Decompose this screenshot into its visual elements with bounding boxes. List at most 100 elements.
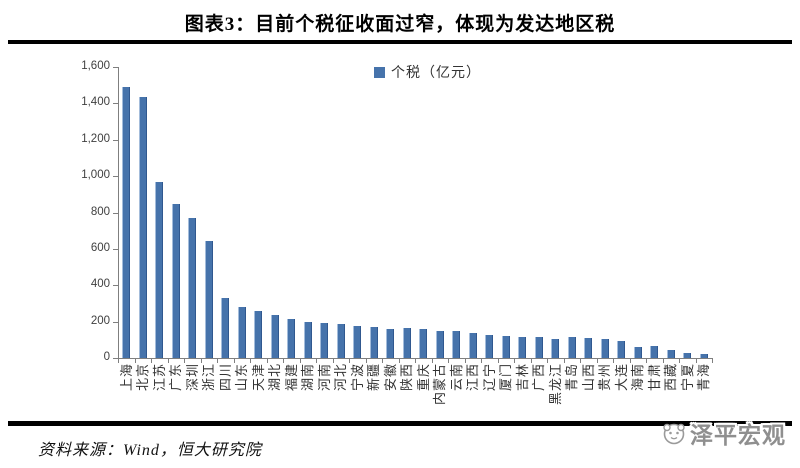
x-axis-label: 山西 — [580, 363, 596, 392]
y-tick — [113, 139, 118, 141]
x-tick — [382, 359, 383, 363]
x-axis-label: 西藏 — [663, 363, 679, 392]
x-tick — [530, 359, 532, 363]
x-tick — [547, 359, 548, 363]
y-tick — [113, 103, 118, 105]
bar — [221, 297, 230, 358]
x-axis-label: 上海 — [118, 363, 134, 392]
x-tick — [233, 359, 235, 363]
y-tick — [113, 67, 118, 68]
bar — [188, 217, 197, 358]
x-axis-label: 广西 — [531, 363, 547, 392]
x-axis-label: 大连 — [613, 363, 629, 392]
x-tick — [398, 359, 400, 363]
plot-area — [118, 67, 713, 359]
bar — [237, 307, 246, 358]
x-tick — [365, 359, 367, 363]
footer-rule — [8, 421, 792, 426]
x-tick — [514, 359, 515, 363]
x-tick — [167, 359, 169, 363]
x-tick — [151, 359, 152, 363]
y-axis-label: 400 — [90, 278, 110, 291]
watermark: 泽平宏观 — [661, 416, 786, 450]
y-tick — [113, 358, 118, 359]
bar — [666, 349, 675, 358]
bar — [584, 337, 593, 358]
bar — [270, 314, 279, 358]
bar — [369, 326, 378, 358]
y-tick — [113, 248, 118, 250]
x-tick — [283, 359, 284, 363]
x-tick — [695, 359, 697, 363]
x-axis-label: 黑龙江 — [547, 363, 563, 406]
x-axis-label: 江苏 — [151, 363, 167, 392]
bar — [699, 353, 708, 358]
x-axis-label: 安徽 — [382, 363, 398, 392]
x-tick — [580, 359, 581, 363]
bar — [468, 332, 477, 358]
x-axis-label: 天津 — [250, 363, 266, 392]
x-tick — [250, 359, 251, 363]
source-note: 资料来源：Wind，恒大研究院 — [38, 442, 262, 459]
x-axis-label: 湖北 — [267, 363, 283, 392]
bar — [254, 311, 263, 358]
y-axis-label: 0 — [103, 351, 110, 363]
x-tick — [316, 359, 317, 363]
bar — [518, 337, 527, 358]
x-axis-label: 陕西 — [399, 363, 415, 392]
page-title: 图表3：目前个税征收面过窄，体现为发达地区税 — [184, 14, 616, 35]
bar — [336, 323, 345, 358]
bar — [386, 328, 395, 358]
x-axis-label: 云南 — [448, 363, 464, 392]
x-tick — [646, 359, 647, 363]
x-axis-label: 重庆 — [415, 363, 431, 392]
bar — [600, 338, 609, 358]
x-tick — [613, 359, 614, 363]
x-axis-label: 甘肃 — [646, 363, 662, 392]
x-axis-label: 厦门 — [498, 363, 514, 392]
bar — [303, 321, 312, 358]
bar — [567, 337, 576, 358]
x-axis-label: 宁夏 — [679, 363, 695, 392]
x-axis-label: 山东 — [234, 363, 250, 392]
x-axis-label: 福建 — [283, 363, 299, 392]
bar — [650, 345, 659, 358]
x-axis-label: 北京 — [135, 363, 151, 392]
x-tick — [481, 359, 482, 363]
x-axis-label: 海南 — [630, 363, 646, 392]
bar — [534, 336, 543, 358]
x-axis-label: 宁波 — [349, 363, 365, 392]
x-tick — [497, 359, 499, 363]
x-axis-label: 内蒙古 — [432, 363, 448, 406]
x-axis-label: 河南 — [316, 363, 332, 392]
bar — [287, 318, 296, 358]
bar — [419, 328, 428, 358]
watermark-text: 泽平宏观 — [690, 423, 786, 448]
y-axis-label: 600 — [90, 241, 110, 254]
bar — [402, 327, 411, 358]
y-axis-label: 1,000 — [81, 169, 110, 182]
x-tick — [563, 359, 565, 363]
x-tick — [200, 359, 202, 363]
x-tick — [712, 359, 713, 363]
y-axis-label: 800 — [90, 205, 110, 218]
y-tick — [113, 285, 118, 287]
x-tick — [349, 359, 350, 363]
y-axis-label: 1,200 — [81, 132, 110, 145]
x-axis-label: 广东 — [168, 363, 184, 392]
bar — [171, 204, 180, 358]
x-axis-label: 青岛 — [564, 363, 580, 392]
bar — [617, 340, 626, 358]
x-axis-label: 贵州 — [597, 363, 613, 392]
y-axis-label: 200 — [90, 314, 110, 327]
bar — [452, 331, 461, 358]
y-tick — [113, 176, 118, 178]
x-axis-label: 浙江 — [201, 363, 217, 392]
x-tick — [464, 359, 466, 363]
bar — [485, 334, 494, 358]
x-tick — [217, 359, 218, 363]
x-axis-label: 四川 — [217, 363, 233, 392]
x-axis-label: 吉林 — [514, 363, 530, 392]
y-axis-label: 1,600 — [81, 60, 110, 72]
